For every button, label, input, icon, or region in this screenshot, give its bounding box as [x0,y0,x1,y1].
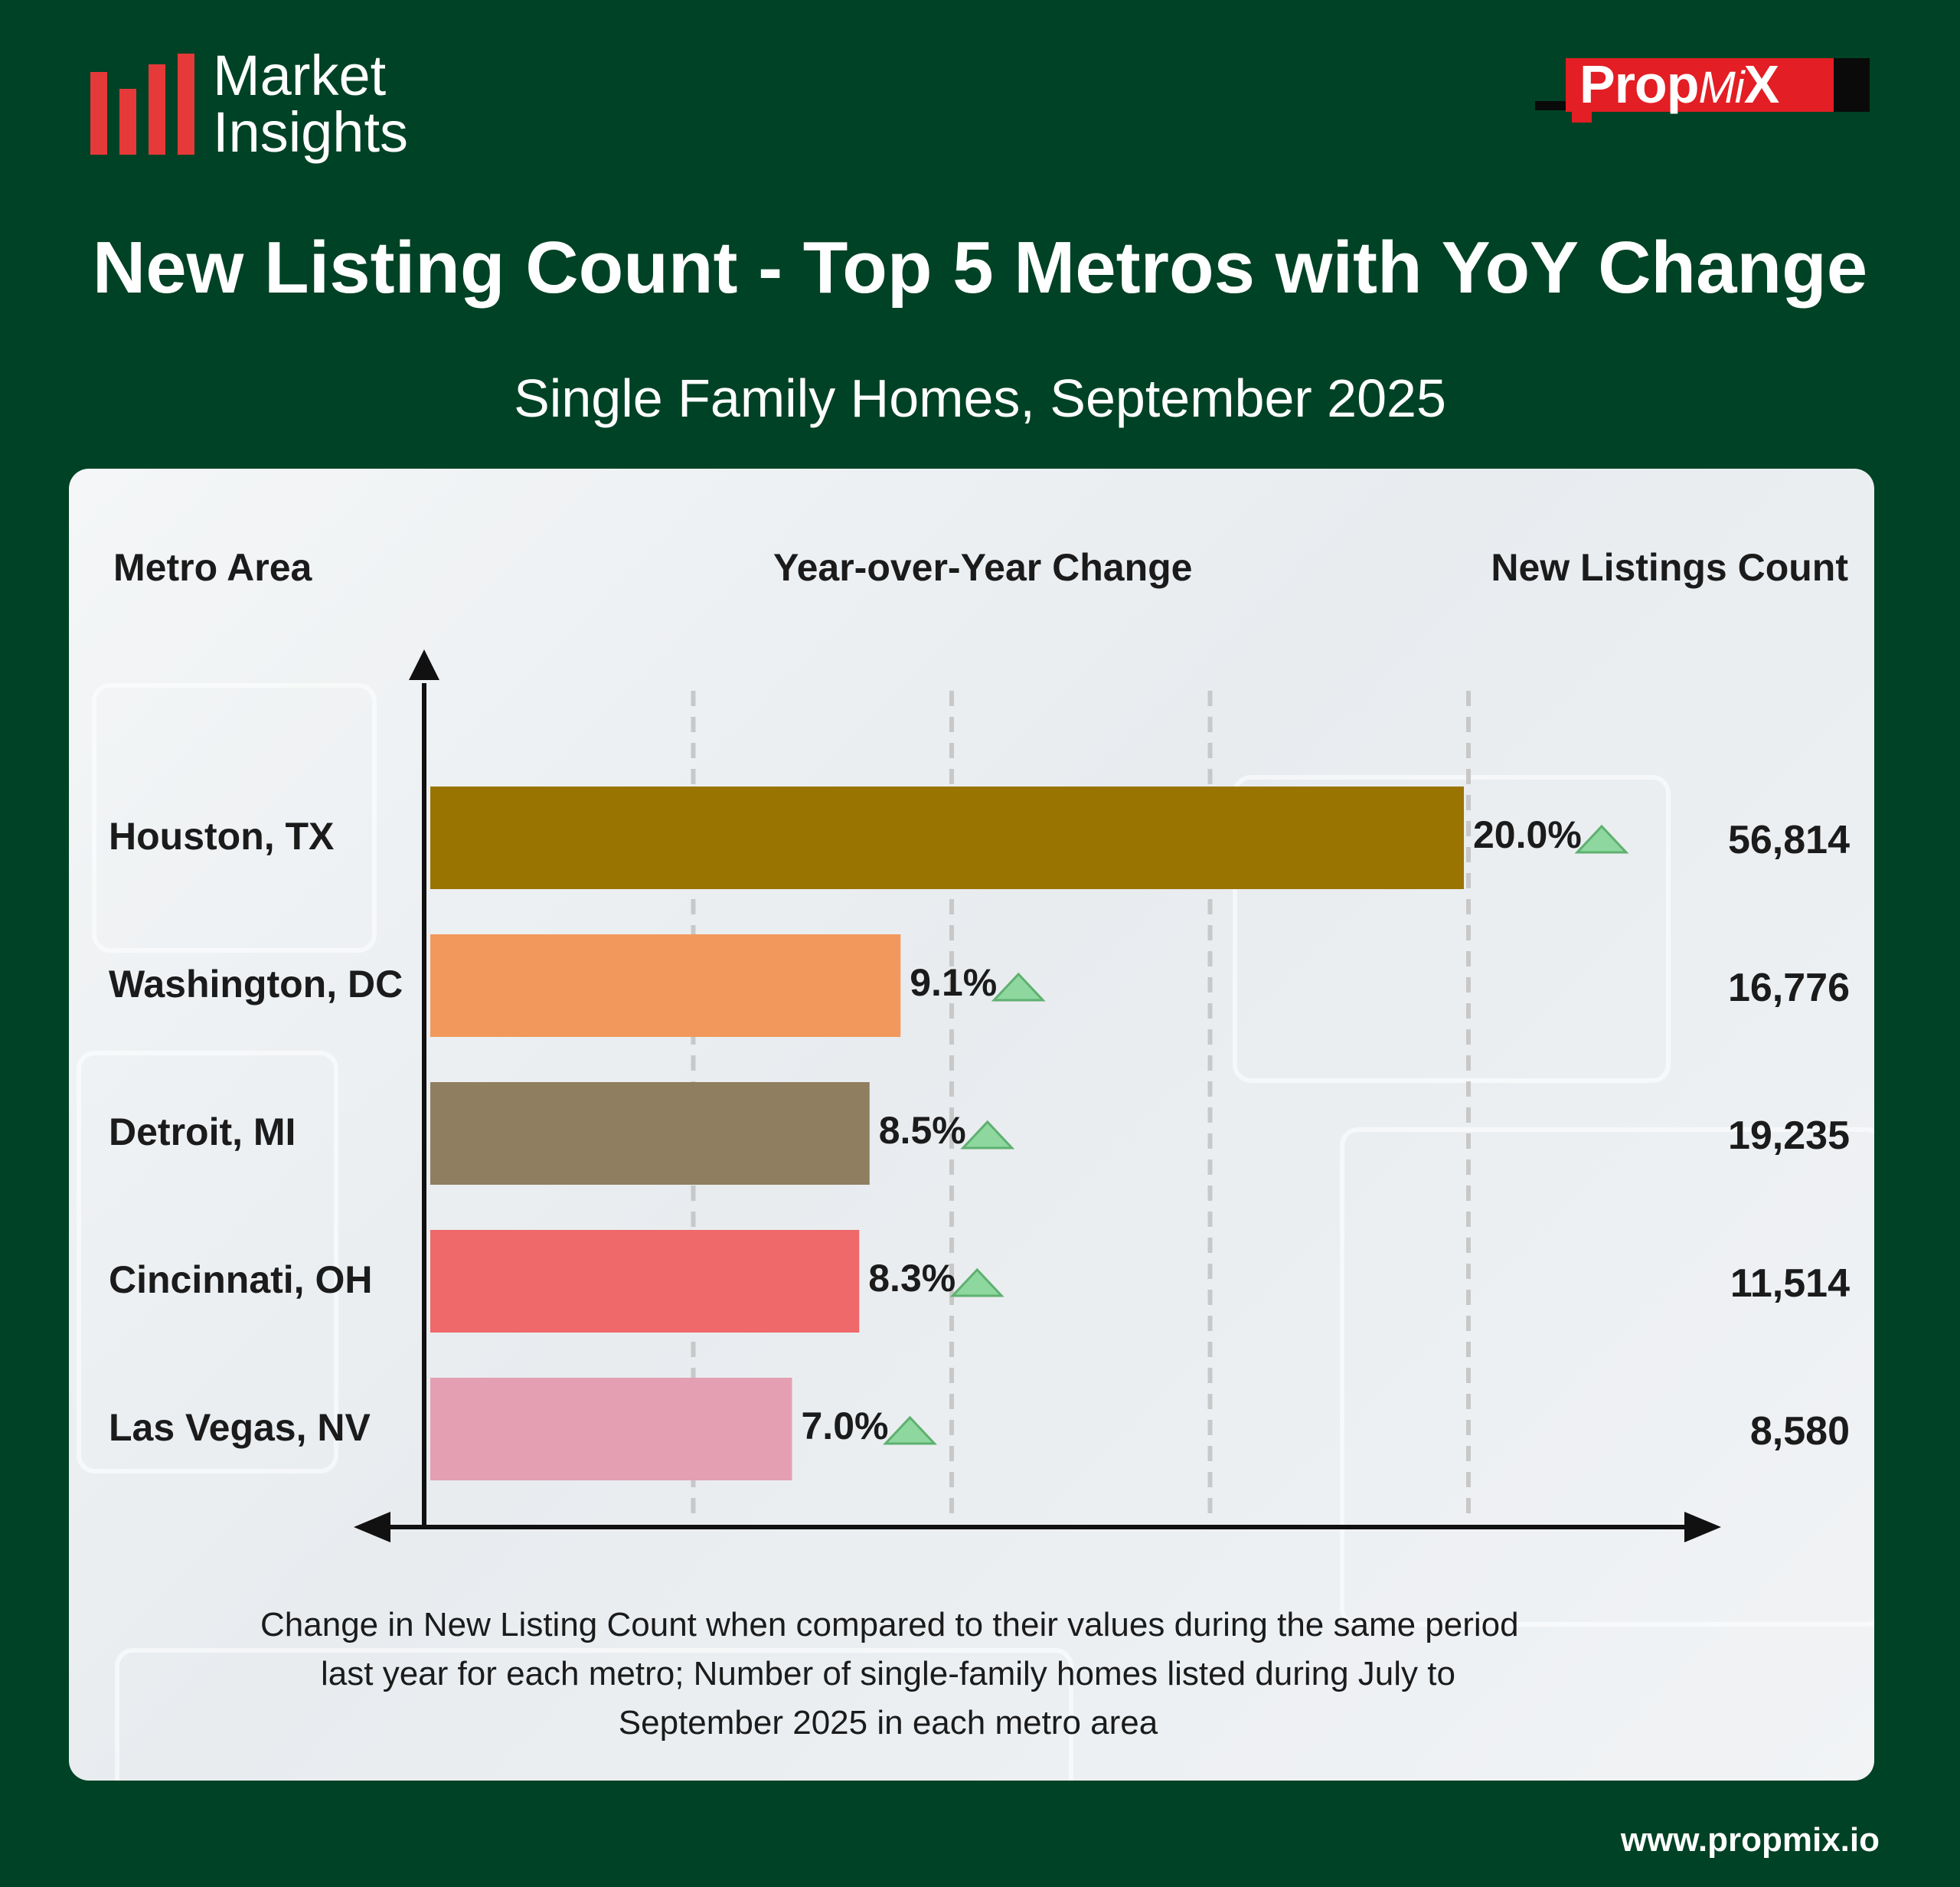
up-arrow-icon [949,1267,1004,1297]
count-label-5: 8,580 [1749,1409,1850,1454]
bar-4 [430,1230,860,1333]
metro-label-5: Las Vegas, NV [109,1406,371,1449]
metro-label-1: Houston, TX [109,815,335,858]
value-label-3: 8.5% [879,1109,966,1152]
footnote-line-3: September 2025 in each metro area [618,1704,1158,1741]
chart-card: Metro Area Year-over-Year Change New Lis… [69,469,1874,1781]
x-axis-right-arrow-icon [1684,1512,1721,1542]
bar-5 [430,1378,792,1480]
value-label-1: 20.0% [1473,813,1582,856]
value-label-2: 9.1% [910,961,997,1004]
propmix-logo: PropMiX [1535,54,1870,126]
logo-line-1: Market [213,44,387,107]
up-arrow-icon [991,972,1046,1002]
count-label-4: 11,514 [1730,1261,1850,1306]
up-arrow-icon [960,1120,1015,1150]
header-new-listings-count: New Listings Count [1491,546,1848,589]
bar-1 [430,787,1464,889]
count-label-3: 19,235 [1727,1114,1850,1158]
logo-line-2: Insights [213,100,409,164]
metro-label-3: Detroit, MI [109,1110,296,1153]
market-insights-logo: Market Insights [90,47,473,162]
chart-title: New Listing Count - Top 5 Metros with Yo… [92,227,1868,309]
count-label-2: 16,776 [1727,966,1850,1010]
y-axis-arrow-icon [409,649,439,680]
header-yoy-change: Year-over-Year Change [773,546,1193,589]
value-label-4: 8.3% [868,1257,956,1300]
metro-label-2: Washington, DC [109,963,403,1006]
up-arrow-icon [1574,824,1629,854]
bar-chart-logo-icon [90,47,201,155]
footnote-line-1: Change in New Listing Count when compare… [260,1606,1519,1643]
bar-3 [430,1082,870,1185]
logo-wordmark: Market Insights [213,47,408,161]
footnote: Change in New Listing Count when compare… [260,1601,1519,1748]
value-label-5: 7.0% [802,1405,889,1447]
bar-chart: 20.0% 9.1% 8.5% 8.3% 7.0% [354,649,1721,1542]
up-arrow-icon [883,1415,937,1445]
count-label-1: 56,814 [1727,818,1850,862]
x-axis-left-arrow-icon [354,1512,390,1542]
bar-2 [430,934,901,1037]
chart-subtitle: Single Family Homes, September 2025 [514,368,1446,428]
metro-label-4: Cincinnati, OH [109,1258,373,1301]
footnote-line-2: last year for each metro; Number of sing… [321,1655,1455,1692]
header-metro-area: Metro Area [113,546,312,589]
website-url[interactable]: www.propmix.io [1620,1821,1880,1859]
propmix-wordmark: PropMiX [1579,54,1779,114]
